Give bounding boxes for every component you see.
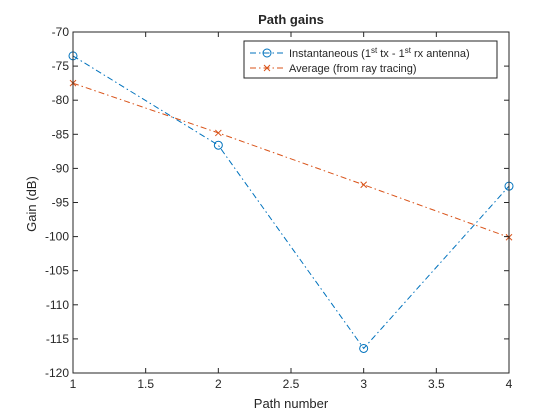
y-tick-label: -75 [52, 59, 70, 73]
x-tick-label: 3.5 [428, 377, 445, 391]
y-tick-label: -80 [52, 93, 70, 107]
y-tick-label: -70 [52, 25, 70, 39]
legend-swatch-marker [263, 64, 271, 72]
series-1-point [359, 343, 369, 353]
x-tick-label: 1.5 [137, 377, 154, 391]
legend-label: Average (from ray tracing) [289, 63, 417, 75]
legend-item-2: Average (from ray tracing) [250, 63, 417, 75]
chart-title: Path gains [258, 12, 324, 27]
legend-box [243, 40, 498, 79]
legend-label: Instantaneous (1st tx - 1st rx antenna) [289, 46, 470, 61]
y-tick-label: -95 [52, 196, 70, 210]
y-tick-label: -110 [46, 298, 69, 312]
y-tick-label: -90 [52, 161, 70, 175]
axes: 1 1.5 2 2.5 3 3.5 4 -70 -75 -80 -85 -90 -95 -100 -105 -… [45, 25, 513, 391]
x-axis-label: Path number [254, 396, 329, 411]
series-1-line [72, 55, 510, 350]
y-tick-label: -115 [46, 332, 69, 346]
series-1-point [213, 140, 223, 150]
y-tick-label: -120 [45, 366, 69, 380]
x-tick-label: 2.5 [283, 377, 300, 391]
x-tick-label: 2 [215, 377, 222, 391]
legend-item-1: Instantaneous (1st tx - 1st rx antenna) [250, 46, 470, 61]
legend: Instantaneous (1st tx - 1st rx antenna) A… [243, 40, 498, 79]
legend-swatch-marker [262, 48, 272, 58]
series-2-point [360, 181, 368, 189]
y-axis-label: Gain (dB) [24, 176, 39, 232]
x-tick-label: 1 [70, 377, 77, 391]
series-2-point [214, 129, 222, 137]
plot-area [73, 32, 509, 373]
series-2-line [72, 82, 510, 238]
x-tick-label: 4 [506, 377, 513, 391]
y-tick-label: -100 [45, 230, 69, 244]
y-tick-label: -105 [45, 264, 69, 278]
x-tick-label: 3 [360, 377, 367, 391]
y-tick-label: -85 [52, 127, 70, 141]
